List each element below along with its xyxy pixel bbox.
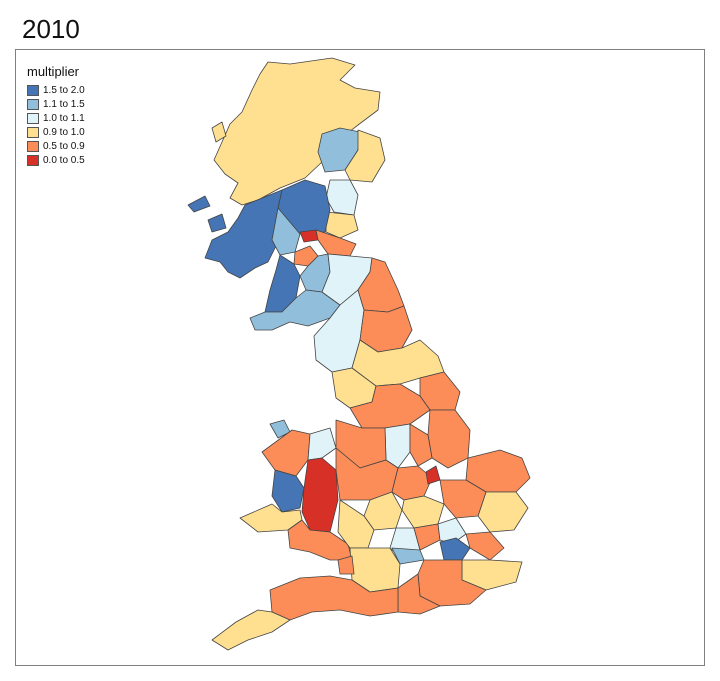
region-ceredigion: [271, 469, 305, 513]
legend-item: 0.0 to 0.5: [27, 154, 85, 166]
legend-label: 0.0 to 0.5: [43, 154, 85, 166]
legend-label: 0.9 to 1.0: [43, 126, 85, 138]
region-hebrides-islands: [187, 195, 211, 213]
region-bedfordshire: [413, 523, 441, 551]
region-essex: [465, 531, 505, 561]
legend-swatch: [27, 126, 39, 138]
legend-title: multiplier: [27, 64, 80, 79]
legend-label: 0.5 to 0.9: [43, 140, 85, 152]
legend-item: 1.1 to 1.5: [27, 98, 85, 110]
map-frame: [15, 49, 705, 666]
region-clwyd: [307, 427, 337, 461]
map-title: 2010: [22, 14, 80, 44]
legend-item: 1.0 to 1.1: [27, 112, 85, 124]
region-peterborough: [425, 465, 441, 485]
region-gwynedd: [261, 429, 311, 477]
region-lincolnshire: [427, 409, 471, 469]
region-london: [439, 537, 471, 561]
region-aberdeen: [344, 129, 386, 183]
map-legend: multiplier 1.5 to 2.0 1.1 to 1.5 1.0 to 1.…: [27, 64, 85, 168]
legend-item: 1.5 to 2.0: [27, 84, 85, 96]
region-northamptonshire: [401, 495, 445, 529]
region-edinburgh: [299, 229, 319, 243]
legend-swatch: [27, 112, 39, 124]
region-northern-highlands: [213, 57, 381, 206]
legend-swatch: [27, 84, 39, 96]
region-angus: [325, 179, 359, 216]
region-pembrokeshire: [239, 503, 303, 533]
region-leicestershire: [391, 465, 433, 501]
legend-swatch: [27, 154, 39, 166]
legend-item: 0.9 to 1.0: [27, 126, 85, 138]
region-hebrides-islands-2: [207, 213, 227, 233]
region-hertfordshire: [437, 517, 467, 545]
legend-label: 1.0 to 1.1: [43, 112, 85, 124]
region-bristol: [337, 555, 355, 575]
legend-swatch: [27, 140, 39, 152]
region-orkney-islands: [211, 121, 227, 143]
legend-item: 0.5 to 0.9: [27, 140, 85, 152]
region-fife: [325, 211, 359, 239]
region-cornwall: [211, 609, 291, 651]
region-powys: [301, 457, 339, 533]
region-suffolk: [477, 491, 529, 533]
region-dunbartonshire: [271, 207, 301, 256]
legend-label: 1.5 to 2.0: [43, 84, 85, 96]
legend-swatch: [27, 98, 39, 110]
region-nottinghamshire: [409, 423, 433, 467]
legend-label: 1.1 to 1.5: [43, 98, 85, 110]
